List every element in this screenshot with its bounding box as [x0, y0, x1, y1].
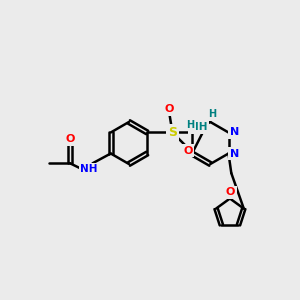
- Text: NH: NH: [190, 122, 207, 132]
- Text: O: O: [183, 146, 193, 156]
- Text: N: N: [230, 128, 239, 137]
- Text: H: H: [208, 109, 216, 119]
- Text: O: O: [65, 134, 75, 144]
- Text: S: S: [168, 126, 177, 139]
- Text: O: O: [226, 187, 235, 197]
- Text: NH: NH: [80, 164, 98, 175]
- Text: N: N: [230, 148, 239, 158]
- Text: H: H: [187, 120, 195, 130]
- Text: O: O: [165, 104, 174, 115]
